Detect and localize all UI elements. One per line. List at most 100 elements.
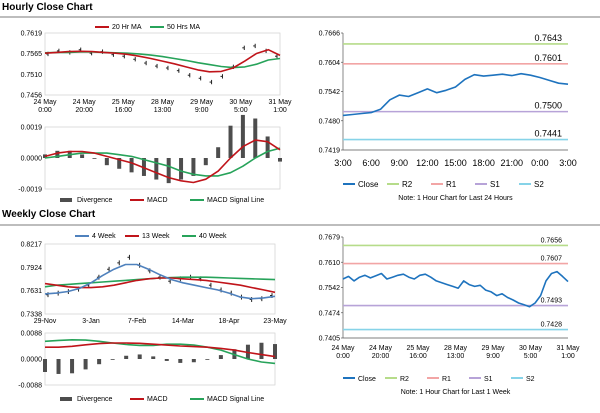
divergence-bar xyxy=(273,344,277,359)
weekly-price-y-tick-label: 0.7924 xyxy=(21,265,43,272)
x-tick-label: 12:00 xyxy=(416,158,439,168)
series-line-close xyxy=(342,270,569,308)
hourly_levels-y-tick-label: 0.7666 xyxy=(319,31,341,38)
weekly-section-title: Weekly Close Chart xyxy=(2,209,96,220)
x-tick-label: 14-Mar xyxy=(172,318,195,325)
x-tick-label: 13:00 xyxy=(447,353,465,360)
divergence-bar xyxy=(191,359,196,363)
x-tick-label: 24 May xyxy=(34,99,57,106)
legend-4-week-label: 4 Week xyxy=(92,233,116,240)
legend-13-week-label: 13 Week xyxy=(142,233,170,240)
divergence-bar xyxy=(164,359,169,361)
level-label-r1: 0.7607 xyxy=(541,256,563,263)
x-tick-label: 24 May xyxy=(369,345,392,352)
x-tick-label: 6:00 xyxy=(362,158,380,168)
legend-macd-label: MACD xyxy=(147,197,168,204)
x-tick-label: 16:00 xyxy=(115,107,133,114)
chart-note: Note: 1 Hour Chart for Last 24 Hours xyxy=(398,195,513,202)
hourly-price-y-tick-label: 0.7565 xyxy=(21,51,43,58)
legend-macd-signal-label: MACD Signal Line xyxy=(207,396,264,403)
x-tick-label: 1:00 xyxy=(273,107,287,114)
divergence-bar xyxy=(278,158,282,162)
weekly_levels-y-tick-label: 0.7542 xyxy=(319,285,341,292)
hourly_levels-y-tick-label: 0.7604 xyxy=(319,60,341,67)
hourly-macd-y-tick-label: 0.0000 xyxy=(21,156,43,163)
hourly-section-title: Hourly Close Chart xyxy=(2,2,93,13)
divergence-bar xyxy=(179,158,184,180)
divergence-bar xyxy=(97,359,102,365)
level-label-r2: 0.7656 xyxy=(541,237,563,244)
weekly-macd-y-tick-label: 0.0000 xyxy=(21,357,43,364)
x-tick-label: 7-Feb xyxy=(128,318,146,325)
weekly-macd-y-tick-label: 0.0088 xyxy=(21,331,43,338)
hourly_levels-y-tick-label: 0.7480 xyxy=(319,118,341,125)
legend-r2-label: R2 xyxy=(402,180,413,189)
x-tick-label: 24 May xyxy=(73,99,96,106)
series-line-4-week xyxy=(44,263,276,300)
divergence-bar xyxy=(129,158,134,173)
legend-r2-label: R2 xyxy=(400,376,409,383)
divergence-bar xyxy=(154,158,159,180)
weekly_levels-y-tick-label: 0.7474 xyxy=(319,310,341,317)
divergence-bar xyxy=(191,158,196,176)
series-line-13-week xyxy=(44,277,276,294)
divergence-bar xyxy=(265,136,270,158)
divergence-bar xyxy=(203,158,208,166)
x-tick-label: 3:00 xyxy=(559,158,577,168)
legend-s1-label: S1 xyxy=(490,180,500,189)
level-label-r2: 0.7643 xyxy=(534,33,562,43)
series-line-50hr-ma xyxy=(44,51,281,69)
series-line-macd xyxy=(45,342,276,358)
x-tick-label: 29 May xyxy=(190,99,213,106)
level-label-s1: 0.7493 xyxy=(541,298,563,305)
hourly_levels-y-tick-label: 0.7542 xyxy=(319,89,341,96)
divergence-bar xyxy=(253,118,258,158)
hourly-macd-y-tick-label: 0.0019 xyxy=(21,125,43,132)
hourly-price-y-tick-label: 0.7619 xyxy=(21,31,43,38)
divergence-bar xyxy=(178,359,183,363)
weekly-macd-frame xyxy=(44,332,276,386)
legend-macd-label: MACD xyxy=(147,396,168,403)
divergence-bar xyxy=(92,158,97,159)
x-tick-label: 3-Jan xyxy=(82,318,100,325)
legend-s1-label: S1 xyxy=(484,376,493,383)
divergence-bar xyxy=(218,355,223,359)
legend-s2-label: S2 xyxy=(534,180,544,189)
x-tick-label: 20:00 xyxy=(75,107,93,114)
section-divider xyxy=(0,16,600,18)
section-divider xyxy=(0,224,600,226)
x-tick-label: 21:00 xyxy=(500,158,523,168)
x-tick-label: 0:00 xyxy=(336,353,350,360)
x-tick-label: 1:00 xyxy=(561,353,575,360)
divergence-bar xyxy=(55,150,60,158)
divergence-bar xyxy=(124,355,129,359)
divergence-bar xyxy=(205,359,210,360)
divergence-bar xyxy=(117,158,122,169)
x-tick-label: 28 May xyxy=(444,345,467,352)
x-tick-label: 9:00 xyxy=(486,353,500,360)
x-tick-label: 29 May xyxy=(482,345,505,352)
hourly_levels-y-tick-label: 0.7419 xyxy=(319,148,341,155)
series-line-20hr-ma xyxy=(44,48,281,73)
series-line-macd xyxy=(44,139,281,184)
x-tick-label: 0:00 xyxy=(38,107,52,114)
legend-close-label: Close xyxy=(358,180,379,189)
x-tick-label: 24 May xyxy=(332,345,355,352)
x-tick-label: 29-Nov xyxy=(34,318,57,325)
weekly-macd-y-tick-label: -0.0088 xyxy=(18,383,42,390)
divergence-bar xyxy=(228,125,233,158)
x-tick-label: 31 May xyxy=(557,345,580,352)
x-tick-label: 0:00 xyxy=(531,158,549,168)
weekly_levels-y-tick-label: 0.7610 xyxy=(319,260,341,267)
legend-r1-label: R1 xyxy=(442,376,451,383)
weekly-price-y-tick-label: 0.7631 xyxy=(21,288,43,295)
legend-divergence-label: Divergence xyxy=(77,197,113,204)
divergence-bar xyxy=(70,359,75,374)
hourly-price-frame xyxy=(44,32,281,96)
x-tick-label: 18:00 xyxy=(472,158,495,168)
legend-divergence-swatch xyxy=(60,397,72,401)
legend-50hr-ma-label: 50 Hrs MA xyxy=(167,24,200,31)
x-tick-label: 15:00 xyxy=(444,158,467,168)
divergence-bar xyxy=(151,356,156,359)
